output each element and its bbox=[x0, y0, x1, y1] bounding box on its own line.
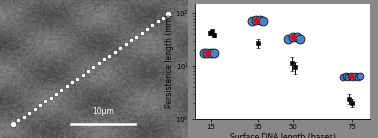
Text: 10μm: 10μm bbox=[92, 107, 114, 116]
X-axis label: Surface DNA length (bases): Surface DNA length (bases) bbox=[229, 133, 336, 138]
Y-axis label: Persistence length (mm): Persistence length (mm) bbox=[165, 14, 174, 108]
